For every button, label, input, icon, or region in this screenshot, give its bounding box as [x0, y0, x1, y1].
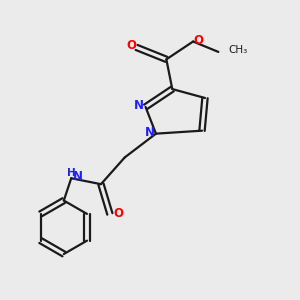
Text: O: O [194, 34, 203, 46]
Text: O: O [113, 207, 123, 220]
Text: O: O [126, 40, 136, 52]
Text: N: N [134, 99, 144, 112]
Text: H: H [67, 168, 76, 178]
Text: N: N [73, 170, 83, 183]
Text: CH₃: CH₃ [229, 45, 248, 56]
Text: N: N [144, 126, 154, 139]
